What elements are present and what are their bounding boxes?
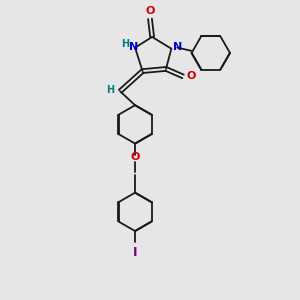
Text: H: H [106,85,115,95]
Text: O: O [130,152,140,163]
Text: N: N [129,42,139,52]
Text: O: O [145,6,155,16]
Text: I: I [133,246,137,259]
Text: H: H [122,39,130,50]
Text: O: O [186,71,196,81]
Text: N: N [173,42,182,52]
